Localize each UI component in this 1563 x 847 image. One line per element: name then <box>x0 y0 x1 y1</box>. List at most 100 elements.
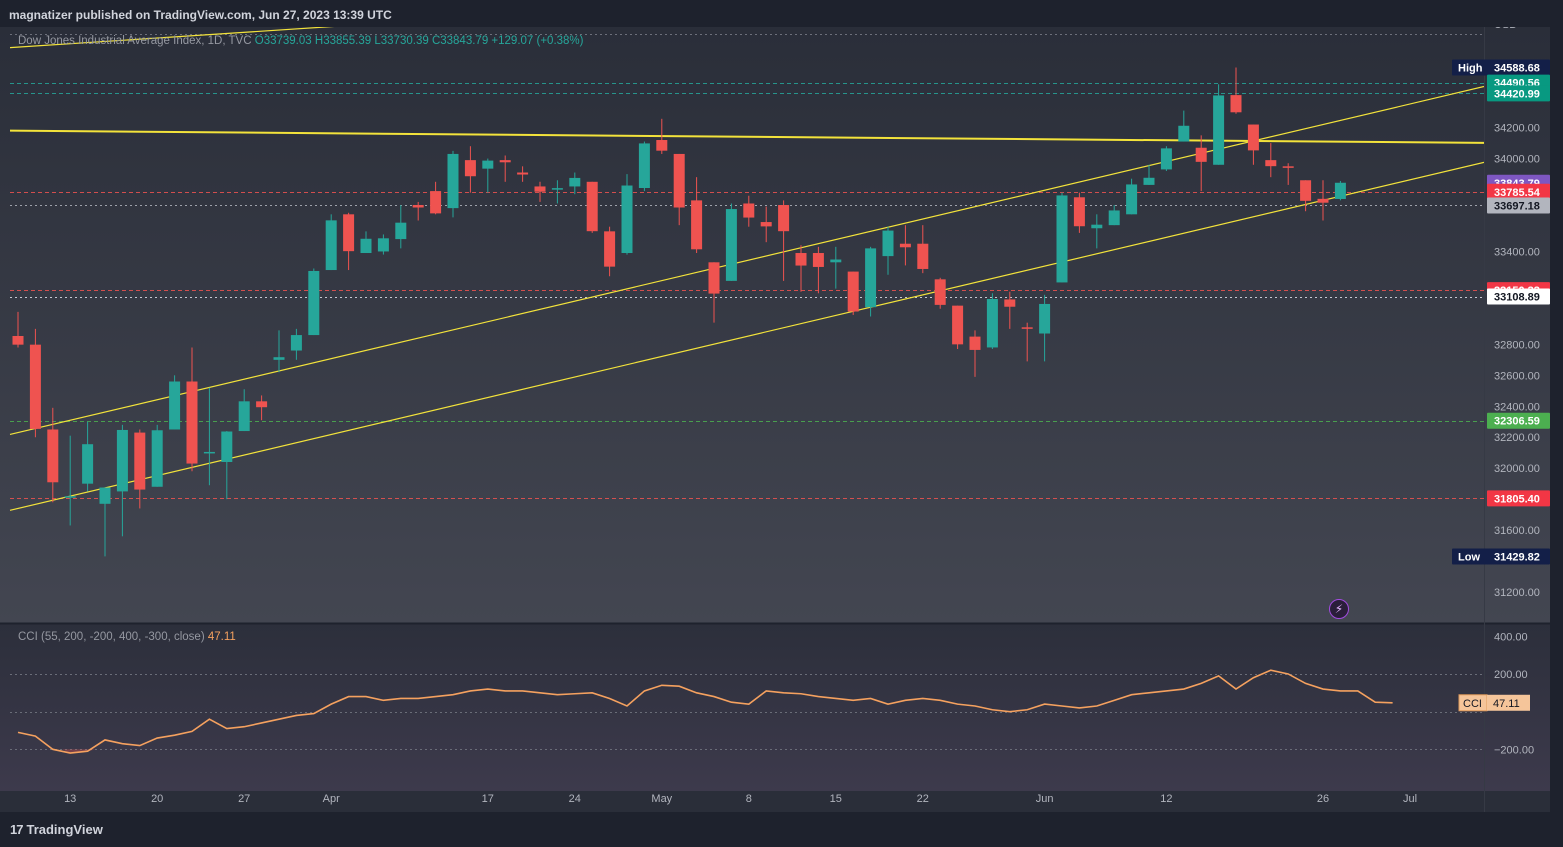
candle-body <box>743 203 755 218</box>
candle <box>447 150 459 218</box>
candle-body <box>256 401 268 408</box>
candle <box>743 195 755 227</box>
candle <box>725 203 737 281</box>
candle-body <box>621 185 633 254</box>
price-tick-label: 32800.00 <box>1494 339 1540 351</box>
price-tick-label: 34200.00 <box>1494 123 1540 135</box>
candle <box>1073 192 1085 233</box>
candle <box>134 429 146 509</box>
cci-pane-bg <box>0 624 1550 791</box>
publish-text: magnatizer published on TradingView.com,… <box>9 8 392 22</box>
cci-tick-label: 400.00 <box>1494 631 1528 643</box>
candle <box>99 487 111 557</box>
candle <box>1091 214 1103 249</box>
tradingview-logo: 17 TradingView <box>10 822 103 837</box>
price-tag-bg <box>1487 183 1550 200</box>
price-tick-label: 34000.00 <box>1494 154 1540 166</box>
price-tag-value: 33108.89 <box>1494 292 1540 304</box>
price-tick-label: 32600.00 <box>1494 370 1540 382</box>
candle-body <box>1300 180 1312 201</box>
candle <box>830 246 842 289</box>
candle-body <box>865 248 877 308</box>
candle-body <box>534 186 546 192</box>
price-tag-value: 33697.18 <box>1494 200 1540 212</box>
chart-area[interactable]: 31200.00 31600.00 32000.00 32200.00 32400.00… <box>0 27 1550 812</box>
trend-line <box>9 85 1484 436</box>
candle <box>569 172 581 195</box>
cci-tag-value: 47.11 <box>1493 698 1520 710</box>
candle <box>1300 180 1312 212</box>
candle <box>1108 205 1120 226</box>
time-tick-label: Jun <box>1036 793 1054 805</box>
cci-label: CCI (55, 200, -200, 400, -300, close) <box>18 631 205 643</box>
candle <box>47 407 59 503</box>
candle-body <box>377 238 389 252</box>
candle <box>986 293 998 349</box>
candle-body <box>1230 95 1242 113</box>
candle <box>760 206 772 243</box>
candle <box>899 225 911 266</box>
legend-high: 33855.39 <box>323 35 372 47</box>
cci-tag-value-bg <box>1487 694 1530 711</box>
time-tick-label: 8 <box>746 793 752 805</box>
candle <box>12 311 24 348</box>
candle <box>812 246 824 294</box>
legend-open: 33739.03 <box>263 35 312 47</box>
legend-low: 33730.39 <box>380 35 429 47</box>
candle-body <box>760 222 772 227</box>
price-tag-bg <box>1487 85 1550 102</box>
candle-body <box>795 253 807 266</box>
candle-body <box>47 429 59 483</box>
candle <box>169 375 181 430</box>
candle-body <box>447 153 459 209</box>
candle-body <box>186 381 198 464</box>
chart-svg[interactable]: 31200.00 31600.00 32000.00 32200.00 32400.00… <box>0 27 1550 812</box>
candle-body <box>1039 303 1051 334</box>
lightning-icon[interactable]: ⚡ <box>1329 599 1349 619</box>
price-plot <box>9 27 1484 557</box>
candle <box>1004 291 1016 329</box>
footer: 17 TradingView <box>0 812 1563 847</box>
time-axis-bg <box>0 791 1550 812</box>
time-tick-label: 17 <box>482 793 494 805</box>
candle-body <box>1213 95 1225 165</box>
candle-body <box>1247 124 1259 151</box>
candle-body <box>99 487 111 504</box>
time-tick-label: 12 <box>1160 793 1172 805</box>
candle-body <box>169 381 181 430</box>
price-tag-value: 32306.59 <box>1494 416 1540 428</box>
candle-body <box>1178 125 1190 142</box>
candle-body <box>395 222 407 240</box>
candle <box>221 431 233 500</box>
candle-body <box>1160 148 1172 170</box>
stat-tag-value: 34588.68 <box>1494 62 1540 74</box>
candle-body <box>1126 184 1138 215</box>
candle-body <box>830 259 842 263</box>
trend-line <box>9 129 1484 144</box>
candle-body <box>586 181 598 232</box>
candle-body <box>412 205 424 208</box>
candle <box>308 268 320 336</box>
price-tag-value: 33785.54 <box>1494 187 1541 199</box>
candle <box>534 181 546 202</box>
candle <box>934 277 946 309</box>
candle <box>203 387 215 486</box>
candle <box>325 214 337 271</box>
candle-body <box>656 140 668 151</box>
price-tick-label: 33400.00 <box>1494 246 1540 258</box>
candle <box>778 200 790 281</box>
time-tick-label: 15 <box>830 793 842 805</box>
candle <box>116 424 128 537</box>
candle <box>1056 192 1068 283</box>
trend-line <box>9 27 335 49</box>
candle-body <box>847 271 859 312</box>
stat-tag-bg <box>1452 548 1550 565</box>
candle-body <box>499 160 511 163</box>
candle <box>1213 84 1225 165</box>
candle <box>952 305 964 349</box>
candle <box>82 421 94 492</box>
candle <box>621 174 633 255</box>
candle <box>1143 164 1155 185</box>
candle-body <box>325 220 337 271</box>
candle <box>551 180 563 204</box>
